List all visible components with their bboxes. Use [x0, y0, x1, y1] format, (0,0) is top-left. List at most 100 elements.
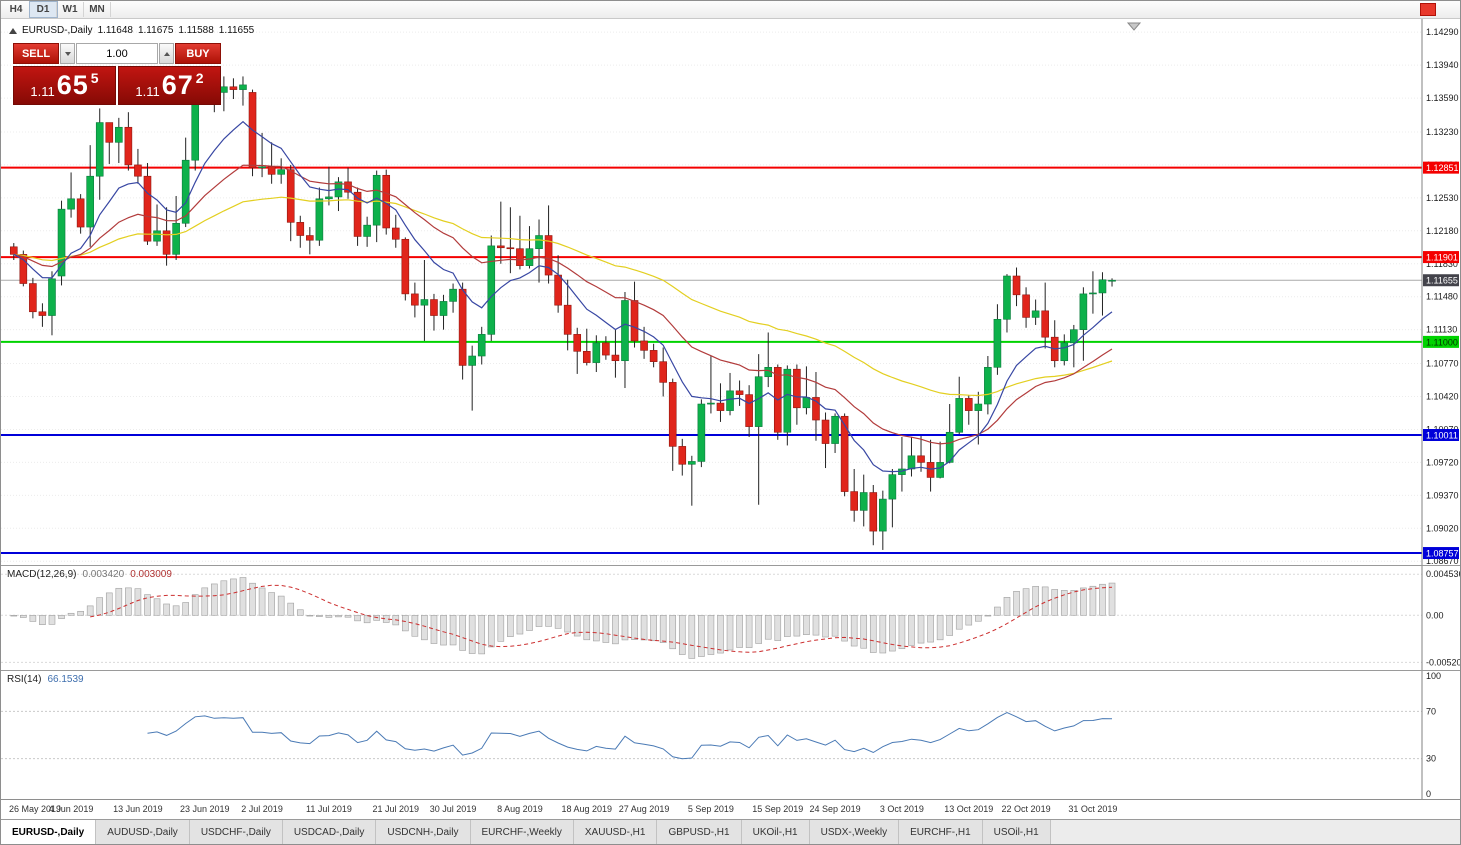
- timeframe-w1-button[interactable]: W1: [57, 2, 84, 17]
- chart-tab-usoil-h1[interactable]: USOil-,H1: [982, 820, 1051, 844]
- chart-tab-ukoil-h1[interactable]: UKOil-,H1: [741, 820, 810, 844]
- ma-10-line: [13, 120, 1113, 473]
- price-tick: 1.10420: [1426, 391, 1459, 401]
- chart-tab-eurchf-weekly[interactable]: EURCHF-,Weekly: [470, 820, 574, 844]
- macd-label: MACD(12,26,9) 0.003420 0.003009: [7, 569, 172, 580]
- price-tick: 1.11480: [1426, 292, 1458, 302]
- svg-text:1.11901: 1.11901: [1426, 253, 1458, 263]
- chart-tab-usdcad-daily[interactable]: USDCAD-,Daily: [282, 820, 377, 844]
- chart-tab-eurchf-h1[interactable]: EURCHF-,H1: [899, 820, 983, 844]
- ma-52-line: [13, 196, 1113, 397]
- candlestick-series: [9, 66, 1116, 550]
- chart-header: EURUSD-,Daily 1.11648 1.11675 1.11588 1.…: [9, 25, 254, 36]
- macd-panel: 0.004536 0.00 -0.005205 MACD(12,26,9) 0.00…: [1, 565, 1460, 670]
- price-tick: 1.12180: [1426, 226, 1459, 236]
- price-tag-1.11901: 1.11901: [1423, 251, 1459, 264]
- rsi-scale-tick: 100: [1426, 671, 1441, 681]
- rsi-scale-tick: 0: [1426, 789, 1431, 799]
- svg-text:1.11000: 1.11000: [1426, 337, 1458, 347]
- sell-price-sup: 5: [90, 70, 99, 86]
- date-label: 23 Jun 2019: [179, 804, 230, 814]
- sell-price-big: 65: [56, 70, 89, 100]
- date-label: 13 Oct 2019: [944, 804, 994, 814]
- main-chart-panel: 1.142901.139401.135901.132301.128801.125…: [1, 19, 1460, 565]
- price-tag-1.10011: 1.10011: [1423, 428, 1459, 441]
- rsi-value: 66.1539: [47, 674, 84, 685]
- price-tick: 1.13940: [1426, 60, 1459, 70]
- buy-price-sup: 2: [195, 70, 204, 86]
- date-label: 11 Jul 2019: [305, 804, 352, 814]
- date-label: 2 Jul 2019: [241, 804, 283, 814]
- rsi-scale-tick: 30: [1426, 754, 1436, 764]
- date-label: 22 Oct 2019: [1001, 804, 1051, 814]
- svg-text:1.12851: 1.12851: [1426, 163, 1459, 173]
- rsi-label: RSI(14) 66.1539: [7, 674, 84, 685]
- low-value: 1.11588: [178, 25, 214, 36]
- date-label: 26 May 2019: [8, 804, 62, 814]
- price-tick: 1.12530: [1426, 193, 1459, 203]
- macd-signal-line: [90, 584, 1113, 653]
- open-value: 1.11648: [97, 25, 133, 36]
- chart-tab-usdcnh-daily[interactable]: USDCNH-,Daily: [376, 820, 471, 844]
- buy-price-base: 1.11: [135, 84, 160, 99]
- buy-price-big: 67: [161, 70, 194, 100]
- date-label: 4 Jun 2019: [48, 804, 94, 814]
- date-axis[interactable]: 26 May 2019 4 Jun 2019 13 Jun 2019 23 Jun 2…: [1, 799, 1460, 819]
- macd-signal-value: 0.003009: [130, 569, 172, 580]
- macd-chart[interactable]: 0.004536 0.00 -0.005205: [1, 566, 1460, 670]
- chart-tab-xauusd-h1[interactable]: XAUUSD-,H1: [573, 820, 658, 844]
- date-label: 8 Aug 2019: [497, 804, 543, 814]
- macd-name: MACD(12,26,9): [7, 569, 77, 580]
- sell-button[interactable]: SELL: [13, 43, 59, 64]
- chart-tab-usdchf-daily[interactable]: USDCHF-,Daily: [189, 820, 283, 844]
- timeframe-d1-button[interactable]: D1: [29, 1, 58, 18]
- macd-scale-tick: 0.004536: [1426, 569, 1460, 579]
- timeframe-mn-button[interactable]: MN: [84, 2, 111, 17]
- buy-button[interactable]: BUY: [175, 43, 221, 64]
- price-tag-1.08757: 1.08757: [1423, 547, 1459, 560]
- chevron-down-icon: [64, 51, 71, 56]
- one-click-panel-toggle-icon[interactable]: [9, 27, 17, 34]
- timeframe-toolbar: H4 D1 W1 MN: [1, 1, 1460, 19]
- date-label: 5 Sep 2019: [687, 804, 734, 814]
- red-indicator-button[interactable]: [1420, 3, 1436, 16]
- chart-shift-marker[interactable]: [1126, 22, 1142, 31]
- date-label: 21 Jul 2019: [372, 804, 420, 814]
- ma-24-line: [13, 164, 1113, 445]
- svg-text:1.10011: 1.10011: [1426, 430, 1458, 440]
- close-value: 1.11655: [218, 25, 255, 36]
- svg-text:1.08757: 1.08757: [1426, 549, 1459, 559]
- chart-tab-gbpusd-h1[interactable]: GBPUSD-,H1: [657, 820, 742, 844]
- date-label: 24 Sep 2019: [809, 804, 861, 814]
- price-tag-1.11655: 1.11655: [1423, 274, 1459, 287]
- macd-scale-tick: 0.00: [1426, 610, 1444, 620]
- sell-price-display[interactable]: 1.11 65 5: [13, 66, 116, 105]
- price-tag-1.11000: 1.11000: [1423, 335, 1459, 348]
- price-tick: 1.11830: [1426, 259, 1458, 269]
- chart-tab-audusd-daily[interactable]: AUDUSD-,Daily: [96, 820, 190, 844]
- volume-input[interactable]: [76, 43, 158, 64]
- sell-price-base: 1.11: [30, 84, 55, 99]
- one-click-trading-panel: SELL BUY 1.11 65 5 1.11 67 2: [13, 43, 221, 105]
- volume-decrease-button[interactable]: [60, 43, 75, 64]
- price-chart[interactable]: 1.142901.139401.135901.132301.128801.125…: [1, 19, 1460, 565]
- price-tick: 1.09020: [1426, 523, 1459, 533]
- timeframe-h4-button[interactable]: H4: [3, 2, 30, 17]
- chart-tab-usdx-weekly[interactable]: USDX-,Weekly: [809, 820, 900, 844]
- date-label: 18 Aug 2019: [561, 804, 613, 814]
- price-tick: 1.11130: [1426, 325, 1457, 335]
- price-tick: 1.08670: [1426, 556, 1459, 565]
- symbol-period-label: EURUSD-,Daily: [22, 25, 93, 36]
- date-label: 13 Jun 2019: [113, 804, 163, 814]
- buy-price-display[interactable]: 1.11 67 2: [118, 66, 221, 105]
- chart-tabs-bar: EURUSD-,Daily AUDUSD-,Daily USDCHF-,Daily U…: [1, 819, 1460, 844]
- rsi-chart[interactable]: 100 70 30 0: [1, 671, 1460, 799]
- macd-main-value: 0.003420: [82, 569, 125, 580]
- volume-increase-button[interactable]: [159, 43, 174, 64]
- date-label: 15 Sep 2019: [752, 804, 804, 814]
- date-label: 3 Oct 2019: [879, 804, 924, 814]
- chart-tab-eurusd-daily[interactable]: EURUSD-,Daily: [1, 820, 97, 844]
- rsi-scale-tick: 70: [1426, 706, 1436, 716]
- price-tick: 1.09370: [1426, 490, 1459, 500]
